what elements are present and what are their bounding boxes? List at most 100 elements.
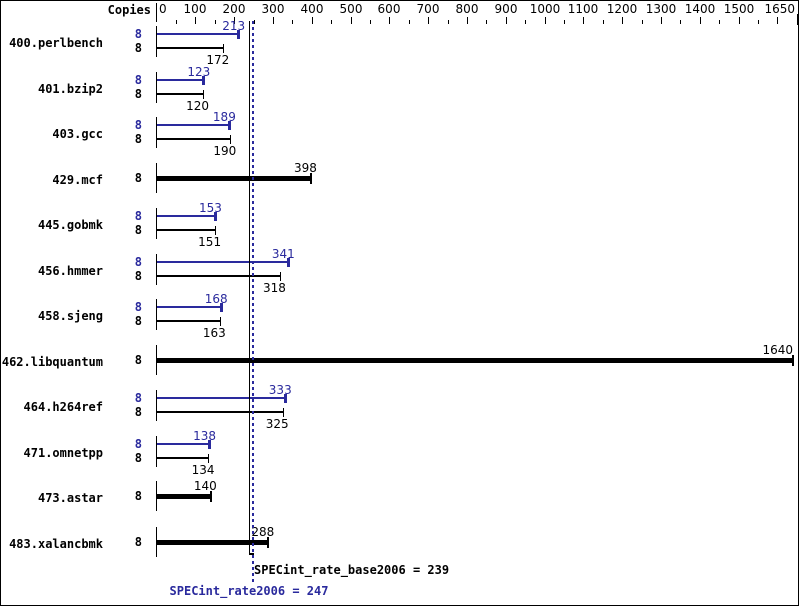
base-value: 140	[193, 479, 217, 493]
axis-tick-label: 900	[494, 2, 518, 16]
copies-value: 8	[134, 314, 142, 328]
reference-line-base	[249, 21, 250, 554]
peak-value: 213	[222, 19, 246, 33]
row-axis-segment	[156, 435, 157, 467]
copies-value: 8	[134, 41, 142, 55]
axis-tick-major	[195, 17, 196, 24]
benchmark-label: 473.astar	[37, 491, 103, 505]
axis-tick-major	[273, 17, 274, 24]
axis-tick-major	[312, 17, 313, 24]
copies-value: 8	[134, 118, 142, 132]
copies-value: 8	[134, 254, 142, 269]
peak-value: 123	[187, 64, 211, 79]
copies-value: 8	[134, 223, 142, 237]
axis-tick-label: 1300	[645, 2, 677, 16]
peak-value: 333	[268, 383, 292, 397]
copies-value: 8	[134, 170, 142, 185]
reference-line-peak	[252, 21, 254, 584]
peak-bar	[157, 442, 211, 445]
copies-value: 8	[134, 27, 142, 41]
row-axis-segment	[156, 208, 157, 239]
axis-tick-label: 1650	[764, 2, 795, 16]
axis-tick-major	[661, 17, 662, 24]
base-bar	[157, 138, 231, 140]
bar-end-cap	[208, 453, 210, 463]
axis-tick-label: 1400	[684, 2, 716, 16]
base-bar	[157, 320, 220, 322]
copies-value: 8	[134, 268, 142, 283]
bar-end-cap	[219, 317, 221, 326]
axis-tick-label: 800	[455, 2, 479, 16]
benchmark-label: 429.mcf	[52, 172, 103, 187]
copies-value: 8	[134, 405, 142, 419]
axis-tick-minor	[642, 20, 643, 24]
peak-value: 341	[271, 246, 295, 261]
bar-end-cap	[208, 439, 212, 449]
bar-end-cap	[791, 354, 794, 366]
bar-end-cap	[215, 226, 217, 235]
axis-tick-minor	[409, 20, 410, 24]
base-bar	[157, 357, 793, 363]
peak-bar	[157, 33, 240, 35]
bar-end-cap	[209, 491, 212, 502]
base-bar	[157, 92, 204, 95]
peak-bar	[157, 306, 222, 308]
copies-value: 8	[134, 534, 142, 549]
axis-tick-end	[797, 14, 798, 25]
peak-bar	[157, 397, 286, 399]
reference-label-peak-mean: SPECint_rate2006 = 247	[169, 584, 329, 598]
axis-tick-label: 300	[261, 2, 285, 16]
base-value: 163	[202, 326, 226, 340]
benchmark-label: 401.bzip2	[37, 81, 103, 96]
benchmark-label: 445.gobmk	[37, 218, 103, 232]
base-bar	[157, 47, 224, 49]
axis-tick-major	[234, 17, 235, 24]
axis-tick-minor	[603, 20, 604, 24]
axis-tick-major	[622, 17, 623, 24]
axis-tick-label: 1000	[529, 2, 561, 16]
axis-tick-minor	[448, 20, 449, 24]
bar-end-cap	[279, 271, 281, 281]
row-axis-segment	[156, 481, 157, 511]
base-bar	[157, 175, 311, 181]
base-value: 120	[186, 98, 210, 113]
axis-tick-minor	[719, 20, 720, 24]
benchmark-label: 462.libquantum	[1, 354, 103, 369]
benchmark-label: 483.xalancbmk	[9, 536, 103, 551]
peak-value: 153	[198, 201, 222, 215]
bar-end-cap	[237, 30, 241, 39]
axis-tick-minor	[176, 20, 177, 24]
axis-tick-major	[739, 17, 740, 24]
bar-end-cap	[283, 394, 287, 403]
bar-end-cap	[282, 408, 284, 417]
bar-end-cap	[227, 121, 231, 130]
row-axis-segment	[156, 526, 157, 557]
benchmark-label: 456.hmmer	[37, 263, 103, 278]
bar-end-cap	[203, 89, 205, 99]
axis-tick-major	[428, 17, 429, 24]
bar-end-cap	[267, 536, 270, 548]
axis-tick-minor	[758, 20, 759, 24]
copies-value: 8	[134, 352, 142, 367]
benchmark-label: 471.omnetpp	[23, 445, 103, 460]
axis-tick-minor	[254, 20, 255, 24]
axis-tick-label: 200	[222, 2, 246, 16]
base-bar	[157, 411, 283, 413]
axis-tick-minor	[331, 20, 332, 24]
base-bar	[157, 494, 211, 499]
copies-value: 8	[134, 450, 142, 465]
axis-tick-major	[467, 17, 468, 24]
base-value: 318	[262, 280, 286, 295]
bar-end-cap	[223, 44, 225, 53]
axis-tick-label: 1500	[723, 2, 755, 16]
copies-column-header: Copies	[107, 3, 151, 17]
base-bar	[157, 229, 216, 231]
benchmark-label: 464.h264ref	[23, 400, 103, 414]
base-bar	[157, 274, 280, 277]
peak-bar	[157, 124, 230, 126]
axis-tick-label: 1100	[567, 2, 599, 16]
bar-end-cap	[202, 75, 206, 85]
peak-bar	[157, 215, 216, 217]
axis-tick-major	[351, 17, 352, 24]
